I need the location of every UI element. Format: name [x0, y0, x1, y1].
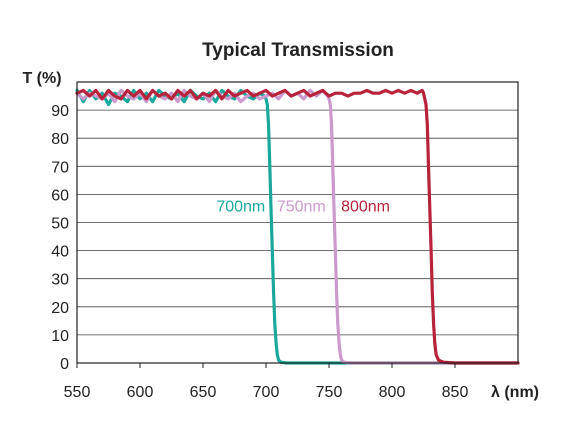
y-tick-label: 20 [51, 300, 69, 317]
y-tick-label: 30 [51, 272, 69, 289]
x-tick-label: 850 [442, 384, 469, 401]
y-tick-label: 40 [51, 244, 69, 261]
series-label-700nm: 700nm [216, 198, 265, 215]
series-line-800nm [75, 88, 520, 365]
grid [77, 109, 518, 336]
plot-frame [76, 81, 519, 364]
y-axis-label: T (%) [22, 70, 61, 87]
x-tick-label: 800 [379, 384, 406, 401]
y-ticks: 0 10 20 30 40 50 60 70 80 90 [51, 103, 69, 373]
x-tick-label: 650 [190, 384, 217, 401]
series-label-750nm: 750nm [277, 198, 326, 215]
y-tick-label: 90 [51, 103, 69, 120]
y-tick-label: 60 [51, 187, 69, 204]
series-label-800nm: 800nm [341, 198, 390, 215]
series-line-750nm [75, 88, 520, 365]
y-tick-label: 70 [51, 159, 69, 176]
series-lines [75, 88, 520, 365]
x-tick-label: 750 [316, 384, 343, 401]
x-ticks: 550 600 650 700 750 800 850 [64, 363, 469, 401]
x-tick-label: 700 [253, 384, 280, 401]
y-tick-label: 10 [51, 328, 69, 345]
y-tick-label: 0 [60, 356, 69, 373]
x-axis-label: λ (nm) [491, 384, 539, 401]
y-tick-label: 50 [51, 216, 69, 233]
series-labels: 700nm 750nm 800nm [216, 198, 390, 215]
x-tick-label: 550 [64, 384, 91, 401]
series-line-700nm [75, 88, 520, 365]
x-tick-label: 600 [127, 384, 154, 401]
chart-title: Typical Transmission [202, 40, 394, 61]
y-tick-label: 80 [51, 131, 69, 148]
